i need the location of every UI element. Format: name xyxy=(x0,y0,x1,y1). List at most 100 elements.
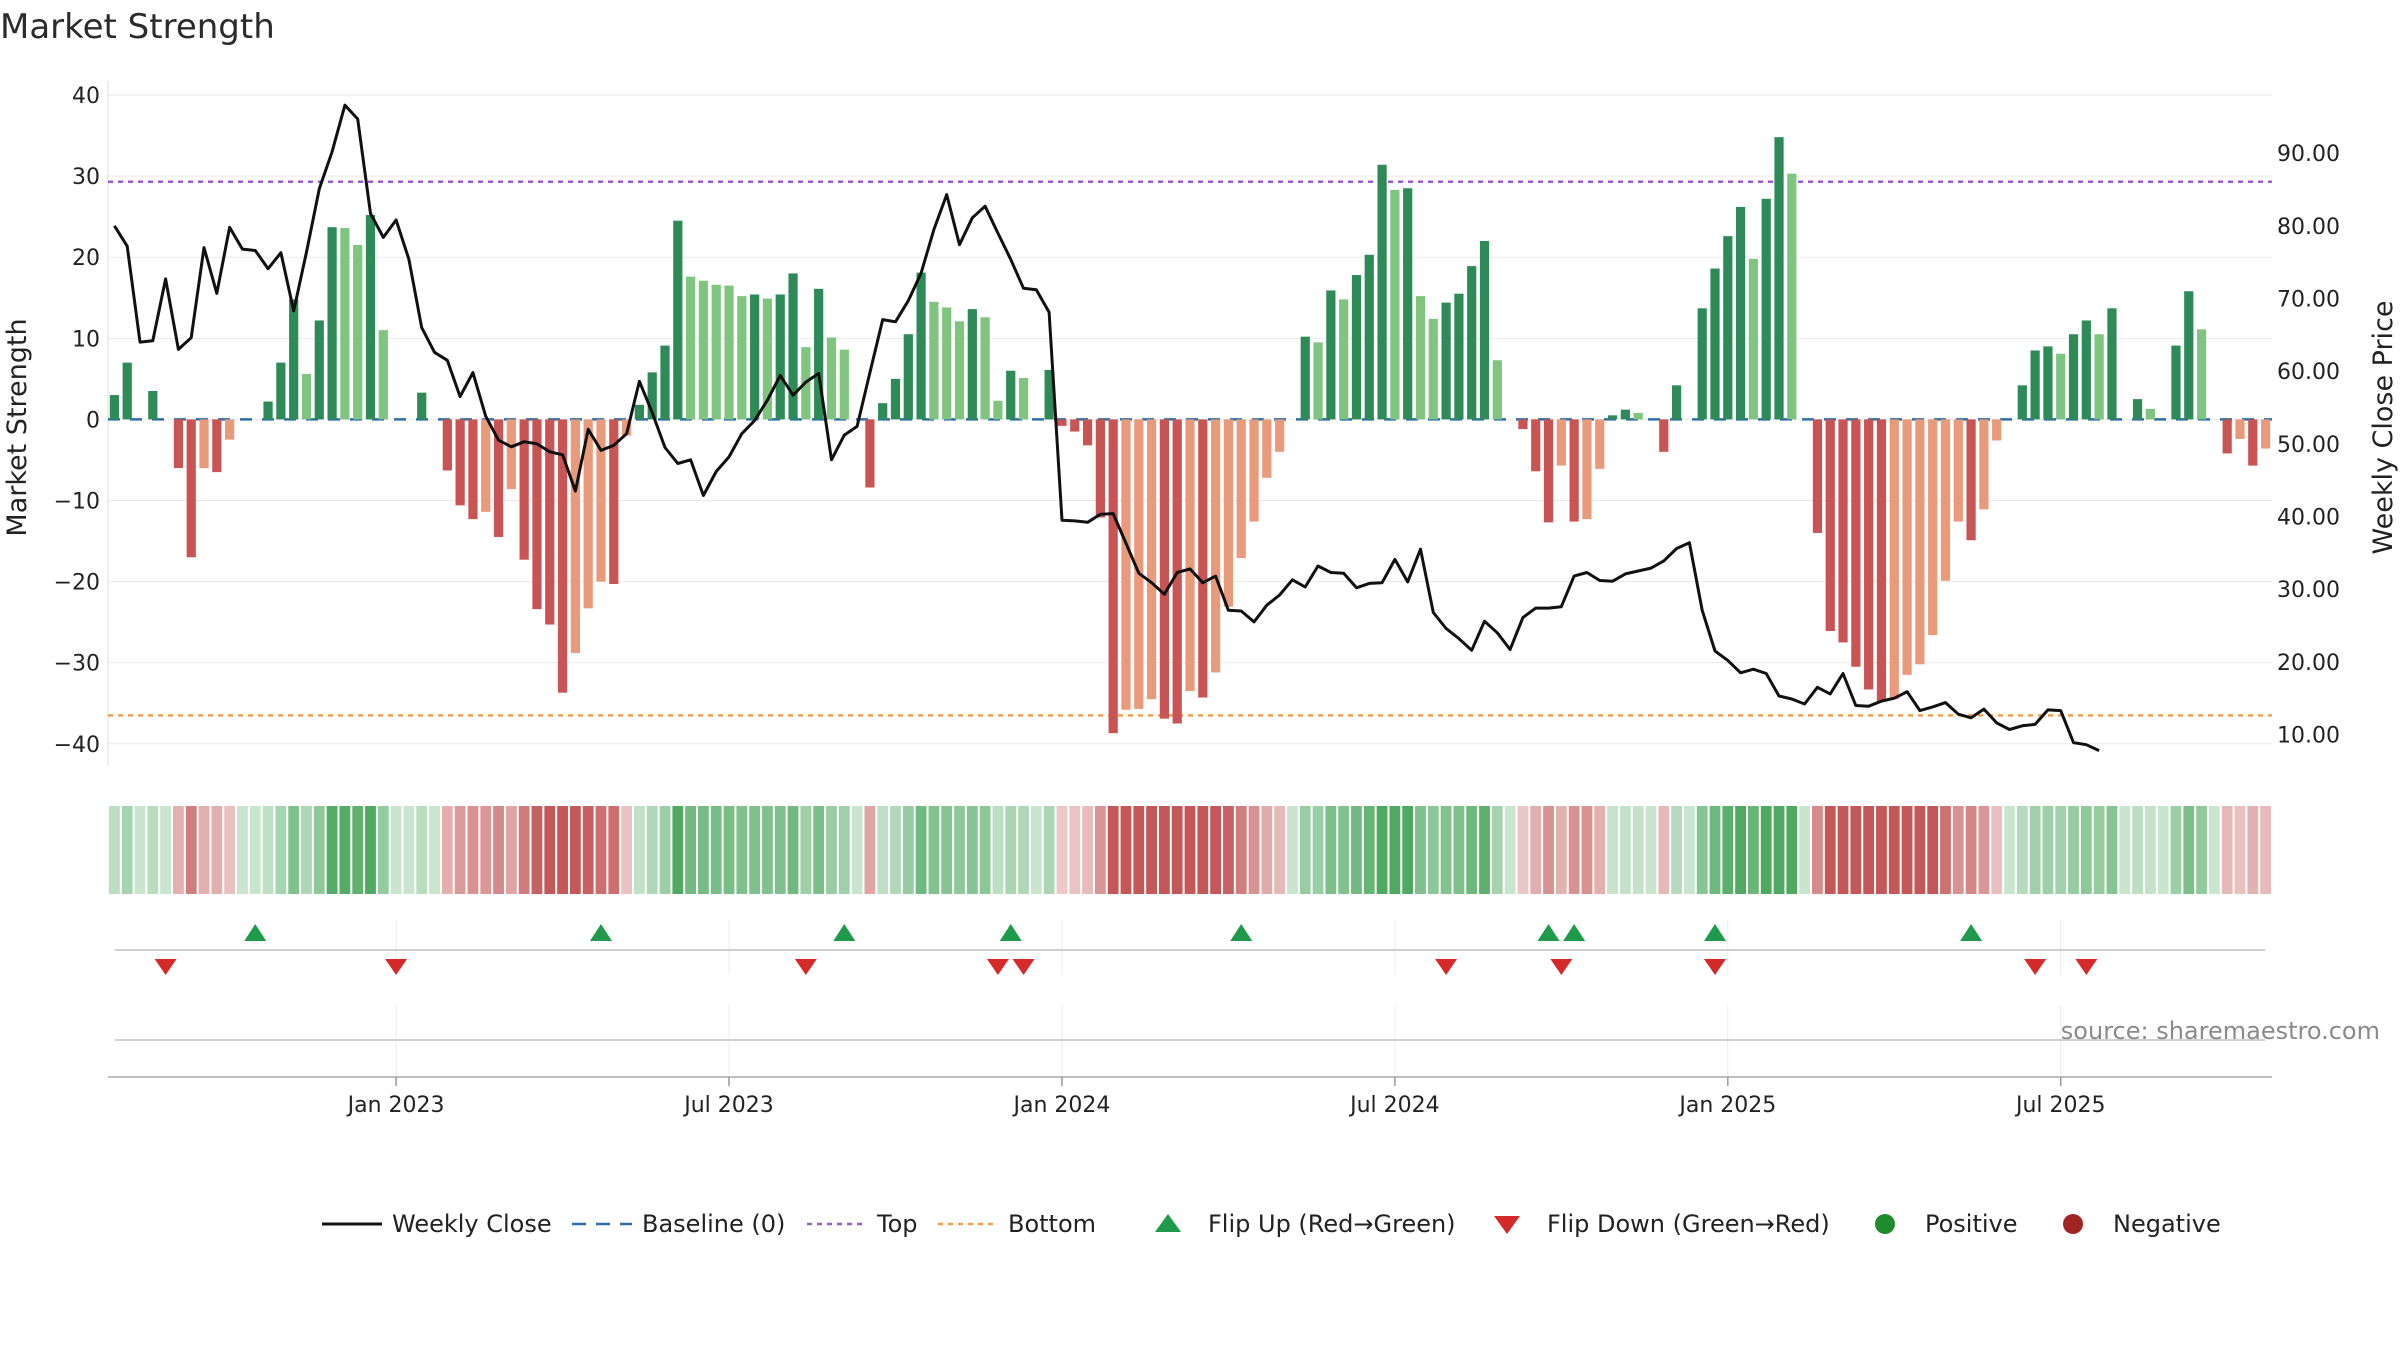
legend-item[interactable]: Bottom xyxy=(938,1210,1096,1238)
bar[interactable] xyxy=(276,362,286,420)
bar[interactable] xyxy=(1121,419,1131,710)
bar[interactable] xyxy=(2081,320,2091,420)
bar[interactable] xyxy=(301,373,312,420)
bar[interactable] xyxy=(1902,419,1912,675)
bar[interactable] xyxy=(724,285,734,420)
bar[interactable] xyxy=(2094,334,2104,420)
bar[interactable] xyxy=(647,372,657,420)
bar[interactable] xyxy=(1531,419,1541,472)
legend[interactable]: Weekly Close Baseline (0) Top Bottom Flip Up… xyxy=(322,1210,2221,1238)
bar[interactable] xyxy=(1710,268,1720,420)
flip-up-marker[interactable] xyxy=(999,924,1022,941)
bar[interactable] xyxy=(878,403,888,420)
bar[interactable] xyxy=(1761,198,1771,420)
bar[interactable] xyxy=(814,288,824,420)
bar[interactable] xyxy=(1441,302,1451,420)
legend-item[interactable]: Top xyxy=(807,1210,918,1238)
bar[interactable] xyxy=(1825,419,1835,632)
bar[interactable] xyxy=(340,228,350,420)
flip-up-marker[interactable] xyxy=(1960,924,1983,941)
bar[interactable] xyxy=(493,419,504,537)
bar[interactable] xyxy=(545,419,555,625)
legend-item[interactable]: Positive xyxy=(1875,1210,2018,1238)
bar[interactable] xyxy=(1659,419,1669,452)
bar[interactable] xyxy=(353,245,363,420)
bar[interactable] xyxy=(1095,419,1105,518)
bar[interactable] xyxy=(2184,291,2194,420)
bar[interactable] xyxy=(711,284,721,420)
bar[interactable] xyxy=(1915,419,1925,665)
bar[interactable] xyxy=(557,419,568,693)
bar[interactable] xyxy=(570,419,580,653)
flip-up-marker[interactable] xyxy=(1230,924,1253,941)
bar[interactable] xyxy=(1671,385,1682,420)
bar[interactable] xyxy=(737,296,747,420)
bar[interactable] xyxy=(1953,419,1963,522)
flip-up-marker[interactable] xyxy=(1537,924,1560,941)
bar[interactable] xyxy=(634,404,645,420)
bar[interactable] xyxy=(1582,419,1592,520)
bar[interactable] xyxy=(1082,419,1093,446)
bar[interactable] xyxy=(289,299,299,420)
bar[interactable] xyxy=(1146,419,1157,700)
bar[interactable] xyxy=(890,378,901,420)
bar[interactable] xyxy=(1556,419,1566,466)
bar[interactable] xyxy=(1633,412,1643,420)
bar[interactable] xyxy=(1070,419,1080,432)
bar[interactable] xyxy=(1979,419,1989,510)
bar[interactable] xyxy=(1044,369,1054,420)
bar[interactable] xyxy=(788,273,798,420)
bar[interactable] xyxy=(212,419,222,473)
bar[interactable] xyxy=(2068,334,2079,420)
bar[interactable] xyxy=(186,419,196,558)
bar[interactable] xyxy=(1518,419,1528,430)
bar[interactable] xyxy=(1057,419,1067,426)
bar[interactable] xyxy=(1620,409,1630,420)
bar[interactable] xyxy=(929,301,939,420)
bar[interactable] xyxy=(1889,419,1899,700)
bar[interactable] xyxy=(2107,308,2117,420)
bar[interactable] xyxy=(673,220,683,420)
bar[interactable] xyxy=(1467,266,1477,420)
bar[interactable] xyxy=(442,419,452,471)
bar[interactable] xyxy=(1748,258,1759,420)
legend-item[interactable]: Flip Up (Red→Green) xyxy=(1155,1210,1456,1238)
flip-up-marker[interactable] xyxy=(1703,924,1726,941)
flip-down-marker[interactable] xyxy=(385,959,408,975)
bar[interactable] xyxy=(686,276,696,420)
flip-up-marker[interactable] xyxy=(1563,924,1586,941)
bar[interactable] xyxy=(122,362,132,420)
bar[interactable] xyxy=(1454,293,1464,420)
bar[interactable] xyxy=(1428,318,1438,420)
bar[interactable] xyxy=(1339,299,1349,420)
bar[interactable] xyxy=(2017,385,2027,420)
bar[interactable] xyxy=(519,419,529,560)
bar[interactable] xyxy=(993,400,1003,420)
bar[interactable] xyxy=(660,345,670,420)
bar[interactable] xyxy=(2145,408,2155,420)
legend-item[interactable]: Flip Down (Green→Red) xyxy=(1494,1210,1830,1238)
bar[interactable] xyxy=(2056,353,2066,420)
bar[interactable] xyxy=(225,419,235,440)
weekly-close-line[interactable] xyxy=(113,103,2100,752)
bar[interactable] xyxy=(1723,236,1733,420)
bar[interactable] xyxy=(2132,399,2143,420)
bar[interactable] xyxy=(481,419,491,512)
bar[interactable] xyxy=(1390,189,1400,420)
bar[interactable] xyxy=(583,419,593,609)
bar[interactable] xyxy=(148,391,158,420)
flip-down-marker[interactable] xyxy=(1703,959,1726,975)
bar[interactable] xyxy=(1198,419,1208,698)
bar[interactable] xyxy=(2030,350,2040,420)
bar[interactable] xyxy=(1300,336,1310,420)
legend-item[interactable]: Baseline (0) xyxy=(572,1210,785,1238)
bar[interactable] xyxy=(865,419,875,488)
bar[interactable] xyxy=(1479,240,1490,420)
flip-down-marker[interactable] xyxy=(154,959,177,975)
bar[interactable] xyxy=(417,392,427,420)
bar[interactable] xyxy=(455,419,465,506)
bar[interactable] xyxy=(596,419,606,582)
bar[interactable] xyxy=(1415,296,1426,420)
bar[interactable] xyxy=(1249,419,1259,522)
flip-down-marker[interactable] xyxy=(2075,959,2098,975)
